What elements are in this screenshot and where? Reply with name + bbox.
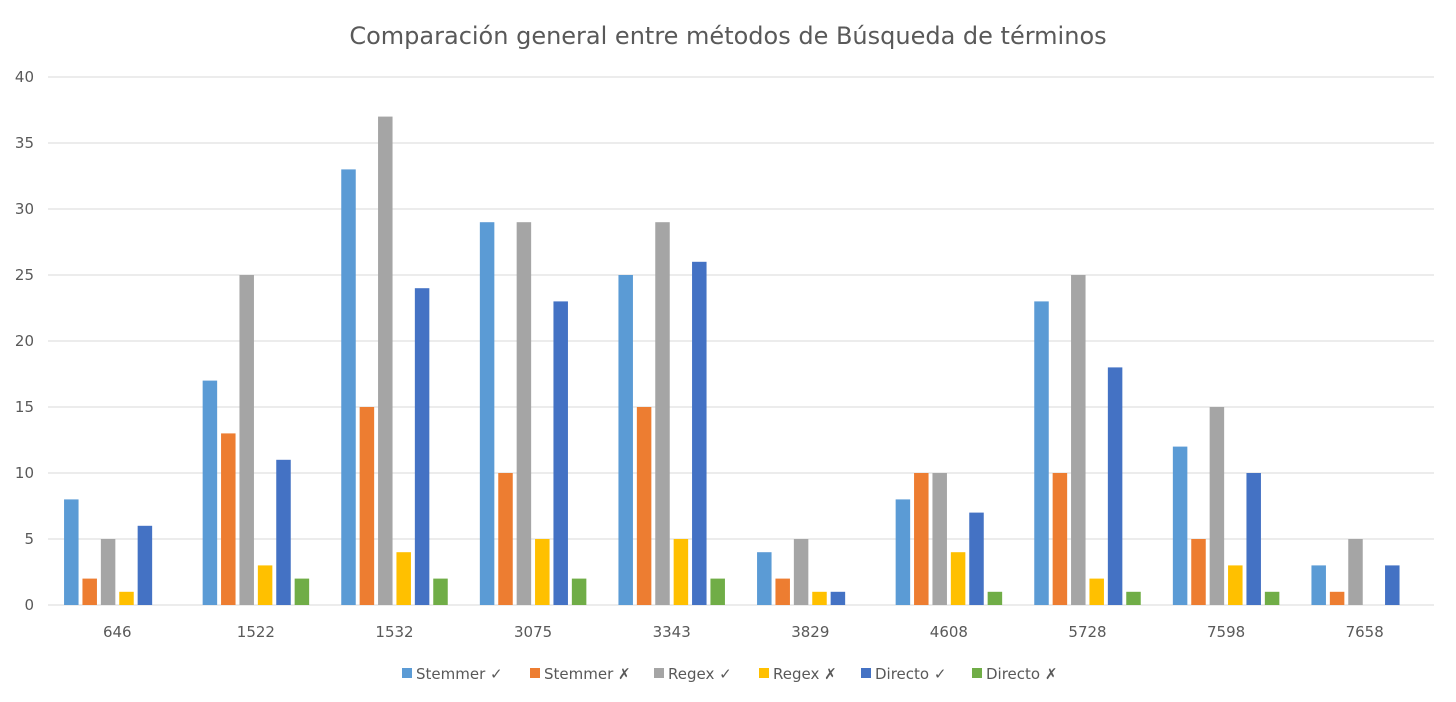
legend-swatch (861, 668, 871, 678)
bar (673, 539, 689, 605)
bar (1126, 591, 1141, 605)
bar (1172, 446, 1188, 605)
bar (618, 275, 633, 605)
legend-label: Stemmer ✓ (416, 665, 503, 683)
bar (1089, 578, 1104, 605)
y-axis-tick-labels: 0 5 10 15 20 25 30 35 40 (15, 68, 34, 614)
bar (516, 222, 532, 605)
bar (1071, 275, 1086, 605)
x-tick-label: 1522 (237, 623, 275, 641)
legend-label: Directo ✓ (875, 665, 946, 683)
bar (1228, 565, 1243, 605)
bar (100, 539, 116, 605)
bar (1209, 407, 1225, 605)
bar (1385, 565, 1400, 605)
bar (1246, 473, 1261, 605)
bar (655, 222, 670, 605)
bar (119, 591, 134, 605)
legend-label: Regex ✓ (668, 665, 732, 683)
bar (914, 473, 929, 605)
x-tick-label: 7598 (1207, 623, 1245, 641)
bar (636, 407, 652, 605)
bar (498, 473, 513, 605)
legend: Stemmer ✓ Stemmer ✗ Regex ✓ Regex ✗ Directo … (402, 665, 1057, 683)
legend-swatch (972, 668, 982, 678)
bar (571, 578, 587, 605)
y-tick-label: 20 (15, 332, 34, 350)
bar (1107, 367, 1123, 605)
bar (775, 578, 790, 605)
x-tick-label: 7658 (1346, 623, 1384, 641)
bar (757, 552, 772, 605)
bar (1191, 539, 1206, 605)
bar (793, 539, 809, 605)
bar (341, 169, 356, 605)
bar (969, 512, 984, 605)
bar (396, 552, 411, 605)
x-tick-label: 3343 (653, 623, 691, 641)
x-tick-label: 5728 (1068, 623, 1106, 641)
bar (1264, 591, 1280, 605)
bar (137, 525, 153, 605)
bar (1034, 301, 1049, 605)
legend-swatch (402, 668, 412, 678)
y-tick-label: 35 (15, 134, 34, 152)
bar (294, 578, 310, 605)
bar (359, 407, 375, 605)
bar (895, 499, 911, 605)
legend-swatch (654, 668, 664, 678)
y-tick-label: 5 (24, 530, 34, 548)
bars (64, 116, 1400, 605)
chart-title: Comparación general entre métodos de Bús… (349, 22, 1106, 50)
legend-swatch (530, 668, 540, 678)
legend-label: Regex ✗ (773, 665, 837, 683)
bar (812, 591, 827, 605)
x-tick-label: 646 (103, 623, 132, 641)
x-tick-label: 1532 (375, 623, 413, 641)
y-tick-label: 15 (15, 398, 34, 416)
legend-label: Stemmer ✗ (544, 665, 631, 683)
bar (987, 591, 1003, 605)
bar (1052, 473, 1068, 605)
bar (239, 275, 254, 605)
bar (479, 222, 495, 605)
bar (1329, 591, 1345, 605)
x-tick-label: 3075 (514, 623, 552, 641)
y-tick-label: 0 (24, 596, 34, 614)
bar (950, 552, 966, 605)
bar (378, 116, 393, 605)
legend-swatch (759, 668, 769, 678)
bar (692, 261, 707, 605)
bar (535, 539, 550, 605)
bar (82, 578, 97, 605)
x-axis-tick-labels: 646 1522 1532 3075 3343 3829 4608 5728 7598 7658 (103, 623, 1384, 641)
bar (710, 578, 725, 605)
gridlines (48, 76, 1434, 606)
bar (553, 301, 568, 605)
bar (202, 380, 218, 605)
bar (932, 473, 947, 605)
y-tick-label: 25 (15, 266, 34, 284)
bar (64, 499, 79, 605)
y-tick-label: 40 (15, 68, 34, 86)
x-tick-label: 3829 (791, 623, 829, 641)
legend-label: Directo ✗ (986, 665, 1057, 683)
bar (1311, 565, 1326, 605)
bar (276, 459, 291, 605)
y-tick-label: 10 (15, 464, 34, 482)
x-tick-label: 4608 (930, 623, 968, 641)
bar (221, 433, 236, 605)
y-tick-label: 30 (15, 200, 34, 218)
bar (257, 565, 273, 605)
bar (830, 591, 846, 605)
bar (414, 288, 430, 605)
bar (1348, 539, 1363, 605)
bar (433, 578, 448, 605)
